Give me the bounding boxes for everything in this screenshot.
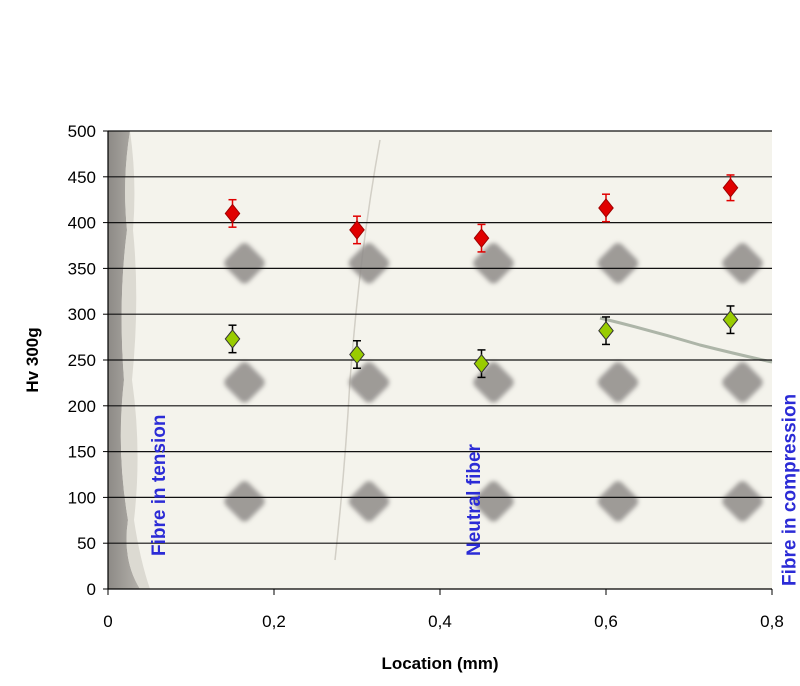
x-axis-label: Location (mm) [381,654,498,673]
data-point [722,309,739,330]
annotation-label: Fibre in compression [780,394,800,586]
x-tick-label: 0,2 [262,612,286,631]
series-1 [224,174,739,253]
data-point [224,329,241,349]
y-axis-label: Hv 300g [23,327,42,392]
data-point [224,203,241,224]
data-point [473,228,490,248]
data-point [722,177,739,198]
x-tick-label: 0,6 [594,612,618,631]
x-tick-label: 0 [103,612,112,631]
y-tick-label: 150 [68,443,96,462]
y-tick-label: 350 [68,259,96,278]
y-tick-label: 100 [68,488,96,507]
annotation-label: Fibre in tension [149,415,170,556]
data-point [473,353,490,374]
gridlines [108,130,772,544]
data-point [598,198,614,218]
x-tick-label: 0,8 [760,612,784,631]
y-tick-label: 50 [77,534,96,553]
x-axis-ticks: 0 0,2 0,4 0,6 0,8 [103,589,784,631]
data-point [349,220,365,240]
data-point [598,320,614,341]
y-tick-label: 500 [68,122,96,141]
y-tick-label: 200 [68,397,96,416]
y-tick-label: 250 [68,351,96,370]
series-2 [224,305,739,379]
y-tick-label: 400 [68,214,96,233]
y-tick-label: 0 [87,580,96,599]
y-tick-label: 450 [68,168,96,187]
data-series [224,174,739,379]
annotations: Fibre in tension Neutral fiber Fibre in co… [149,394,800,586]
data-point [349,344,365,365]
y-tick-label: 300 [68,305,96,324]
x-tick-label: 0,4 [428,612,452,631]
annotation-label: Neutral fiber [464,443,485,556]
y-axis-ticks: 0 50 100 150 200 250 300 350 400 450 500 [68,122,108,599]
